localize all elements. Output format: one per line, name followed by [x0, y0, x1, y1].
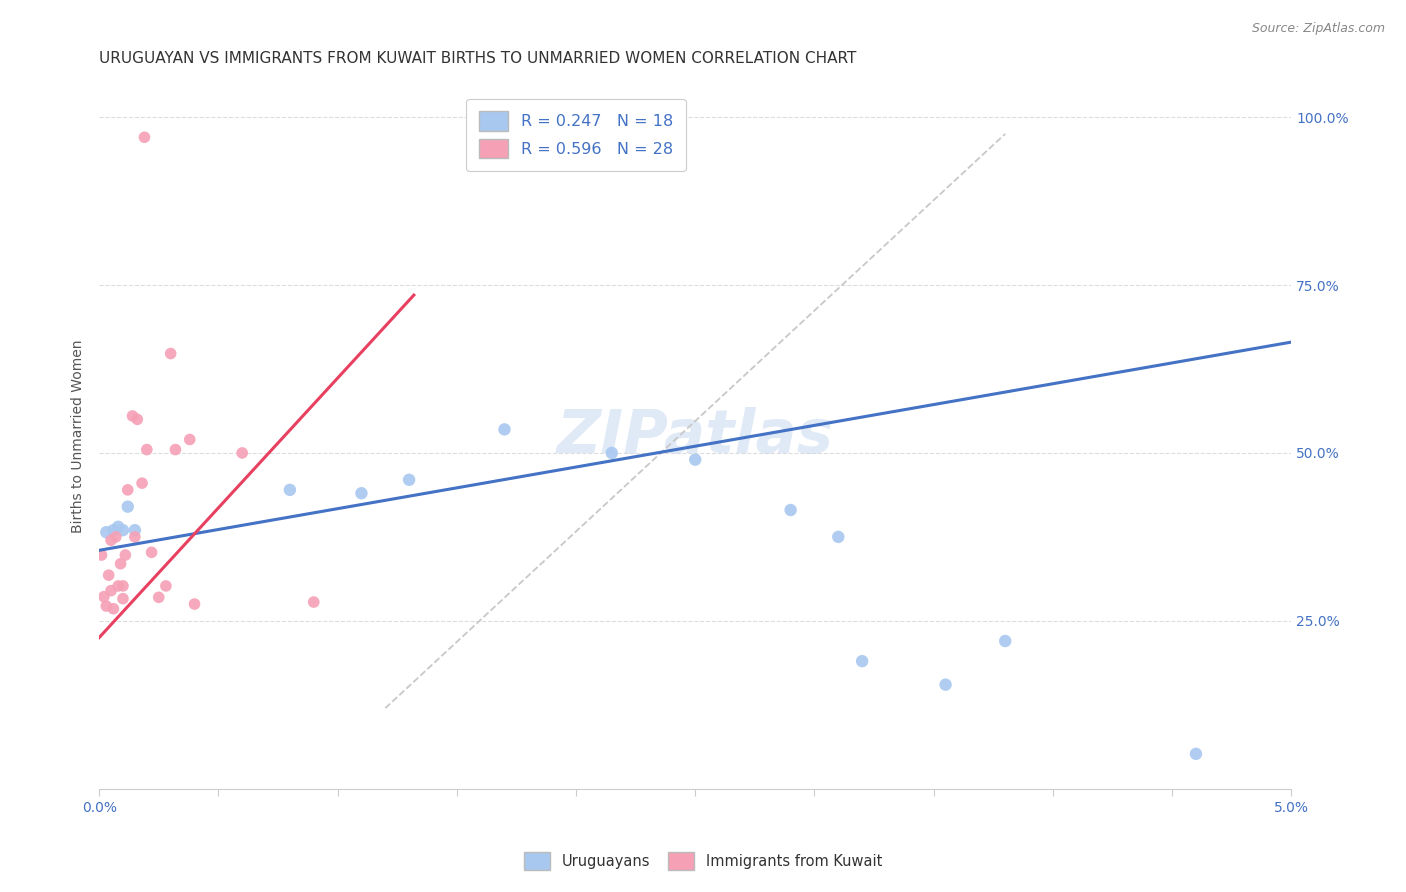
Point [107, 520, 129, 534]
Point [183, 597, 205, 611]
Point [135, 442, 157, 457]
Point [131, 476, 153, 491]
Point [103, 523, 125, 537]
Point [111, 579, 134, 593]
Legend: Uruguayans, Immigrants from Kuwait: Uruguayans, Immigrants from Kuwait [517, 847, 889, 876]
Point [1185, 747, 1208, 761]
Point [165, 442, 187, 457]
Point [117, 483, 139, 497]
Point [851, 654, 873, 668]
Point [827, 530, 849, 544]
Point [111, 591, 134, 606]
Point [302, 595, 325, 609]
Point [114, 548, 136, 562]
Point [179, 433, 201, 447]
Point [111, 523, 134, 537]
Point [494, 422, 516, 436]
Point [134, 130, 156, 145]
Point [93, 590, 115, 604]
Point [159, 346, 181, 360]
Point [779, 503, 801, 517]
Point [104, 530, 127, 544]
Point [110, 557, 132, 571]
Point [96, 525, 118, 540]
Point [141, 545, 163, 559]
Point [231, 446, 253, 460]
Point [90, 548, 112, 562]
Point [350, 486, 373, 500]
Point [124, 530, 146, 544]
Point [935, 678, 957, 692]
Point [127, 412, 149, 426]
Point [683, 452, 706, 467]
Point [96, 599, 118, 613]
Point [124, 523, 146, 537]
Legend: R = 0.247   N = 18, R = 0.596   N = 28: R = 0.247 N = 18, R = 0.596 N = 28 [467, 98, 686, 171]
Point [121, 409, 143, 423]
Point [600, 446, 623, 460]
Point [155, 579, 177, 593]
Point [97, 568, 120, 582]
Point [100, 583, 122, 598]
Text: URUGUAYAN VS IMMIGRANTS FROM KUWAIT BIRTHS TO UNMARRIED WOMEN CORRELATION CHART: URUGUAYAN VS IMMIGRANTS FROM KUWAIT BIRT… [100, 51, 856, 66]
Point [107, 579, 129, 593]
Point [148, 591, 170, 605]
Text: ZIPatlas: ZIPatlas [557, 407, 834, 466]
Point [398, 473, 420, 487]
Point [278, 483, 301, 497]
Point [117, 500, 139, 514]
Point [103, 601, 125, 615]
Y-axis label: Births to Unmarried Women: Births to Unmarried Women [72, 339, 86, 533]
Point [994, 634, 1017, 648]
Text: Source: ZipAtlas.com: Source: ZipAtlas.com [1251, 22, 1385, 36]
Point [1375, 134, 1398, 148]
Point [100, 533, 122, 548]
